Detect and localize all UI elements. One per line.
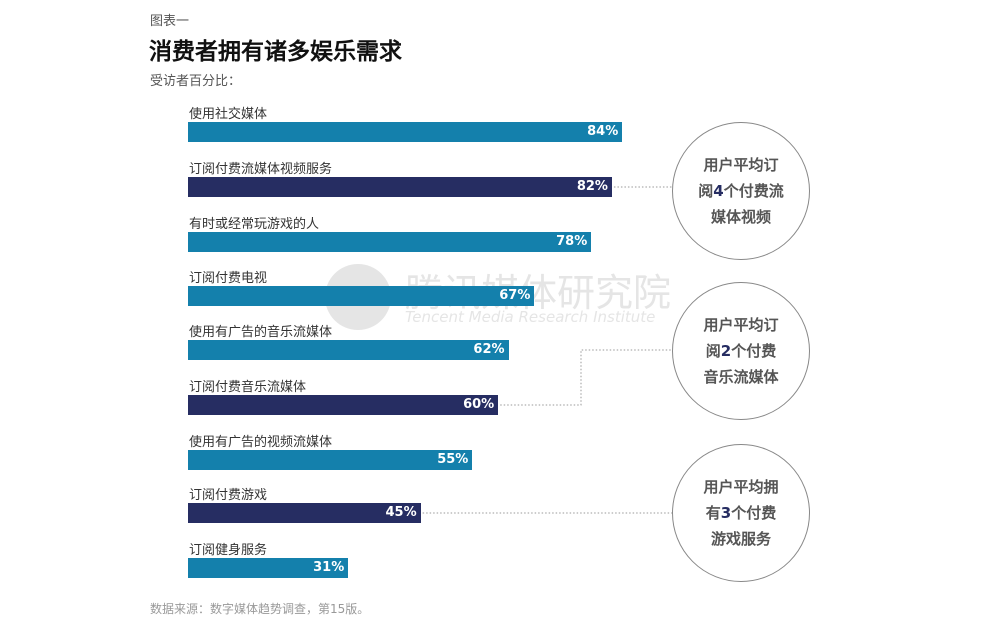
annotation-text: 用户平均订 (703, 156, 779, 174)
data-label: 31% (313, 560, 345, 575)
annotation-text: 媒体视频 (710, 208, 771, 226)
annotation-text: 阅 (698, 182, 714, 200)
bar: 62% (188, 340, 509, 360)
figure-label: 图表一 (150, 14, 190, 29)
bar: 31% (188, 558, 349, 578)
annotation-text: 音乐流媒体 (703, 368, 779, 386)
annotation-circle: 用户平均订阅2个付费音乐流媒体 (672, 282, 810, 420)
chart-subtitle: 受访者百分比： (150, 74, 242, 89)
bar-label: 订阅健身服务 (189, 543, 268, 558)
data-label: 78% (556, 234, 588, 249)
bar: 45% (188, 503, 421, 523)
data-label: 60% (463, 397, 495, 412)
annotation-text: 用户平均订 (703, 316, 779, 334)
bar: 55% (188, 450, 473, 470)
data-label: 45% (385, 505, 417, 520)
bar-label: 使用有广告的视频流媒体 (189, 435, 333, 450)
bar-label: 订阅付费游戏 (189, 488, 268, 503)
bar: 82% (188, 177, 612, 197)
bar-label: 使用社交媒体 (189, 107, 268, 122)
annotation-circle: 用户平均拥有3个付费游戏服务 (672, 444, 810, 582)
bar-label: 有时或经常玩游戏的人 (189, 217, 320, 232)
annotation-text: 2 (720, 342, 732, 360)
data-label: 62% (473, 342, 505, 357)
annotation-text: 3 (720, 504, 732, 522)
source-note: 数据来源：数字媒体趋势调查，第15版。 (150, 602, 370, 616)
annotation-text: 4 (713, 182, 724, 200)
bar-label: 使用有广告的音乐流媒体 (189, 325, 333, 340)
annotation-text: 有 (705, 504, 721, 522)
annotation-text: 个付费 (731, 504, 777, 522)
data-label: 67% (499, 288, 531, 303)
chart-title: 消费者拥有诸多娱乐需求 (149, 39, 402, 65)
bar: 67% (188, 286, 535, 306)
annotation-text: 个付费 (731, 342, 777, 360)
annotation-text: 用户平均拥 (703, 478, 779, 496)
data-label: 82% (576, 179, 608, 194)
annotation-text: 阅 (705, 342, 721, 360)
bar: 60% (188, 395, 499, 415)
bar-label: 订阅付费电视 (189, 271, 268, 286)
annotation-circle: 用户平均订阅4个付费流媒体视频 (672, 122, 810, 260)
data-label: 55% (437, 452, 469, 467)
bar-label: 订阅付费流媒体视频服务 (189, 162, 333, 177)
annotation-text: 游戏服务 (710, 530, 771, 548)
data-label: 84% (587, 124, 619, 139)
annotation-text: 个付费流 (723, 182, 784, 200)
bar-label: 订阅付费音乐流媒体 (189, 380, 307, 395)
bar: 78% (188, 232, 592, 252)
bar: 84% (188, 122, 623, 142)
connector-line (500, 349, 672, 406)
